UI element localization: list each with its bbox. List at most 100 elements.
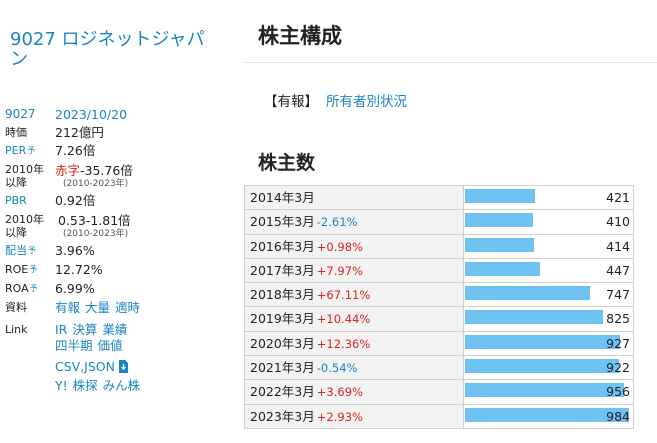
docs-label: 資料 xyxy=(5,301,27,314)
roe-label: ROE予 xyxy=(5,263,38,276)
link-timely-disclosure[interactable]: 適時 xyxy=(115,300,141,315)
change-label: +12.36% xyxy=(316,336,371,351)
page-title: 株主構成 xyxy=(258,24,342,48)
change-label: +2.93% xyxy=(316,409,363,424)
value-label: 747 xyxy=(606,287,630,303)
date-value: 2023/10/20 xyxy=(55,107,128,122)
change-label: +0.98% xyxy=(316,239,363,254)
links-row-4: Y! 株探 みん株 xyxy=(55,378,145,393)
docs-links: 有報 大量 適時 xyxy=(55,300,145,315)
market-cap-value: 212億円 xyxy=(55,125,104,140)
value-cell: 410 xyxy=(465,210,633,233)
period-cell: 2022年3月 +3.69% xyxy=(245,380,464,404)
value-label: 447 xyxy=(606,262,630,278)
link-value[interactable]: 価値 xyxy=(97,338,123,353)
value-label: 922 xyxy=(606,360,630,376)
stock-code[interactable]: 9027 xyxy=(5,107,36,121)
period-label: 2014年3月 xyxy=(250,190,315,205)
links-row-2: 四半期 価値 xyxy=(55,338,128,353)
value-cell: 927 xyxy=(465,332,633,355)
link-minkabu[interactable]: みん株 xyxy=(102,378,141,393)
shareholder-bar xyxy=(465,261,540,276)
period-cell: 2020年3月 +12.36% xyxy=(245,331,464,356)
forecast-mark: 予 xyxy=(28,246,36,255)
change-label: +67.11% xyxy=(316,288,371,303)
sidebar: 9027 ロジネットジャパン 9027 2023/10/20 時価 212億円 … xyxy=(0,0,230,443)
shareholder-bar xyxy=(465,286,590,301)
change-label: +10.44% xyxy=(316,312,371,327)
period-cell: 2017年3月 +7.97% xyxy=(245,258,464,283)
links-row-1: IR 決算 業績 xyxy=(55,322,132,337)
value-cell: 984 xyxy=(465,405,633,428)
link-kabutan[interactable]: 株探 xyxy=(72,378,98,393)
shareholder-bar xyxy=(465,189,536,203)
per-value: 7.26倍 xyxy=(55,143,96,158)
download-icon[interactable] xyxy=(118,360,129,376)
table-row: 2020年3月 +12.36% 927 xyxy=(245,331,633,357)
shareholder-bar xyxy=(465,310,603,325)
forecast-mark: 予 xyxy=(29,265,38,274)
link-large-holdings[interactable]: 大量 xyxy=(85,300,111,315)
shareholder-bar xyxy=(465,237,534,252)
period-cell: 2015年3月 -2.61% xyxy=(245,210,464,234)
link-ir[interactable]: IR xyxy=(55,322,68,337)
per-range-value: 赤字-35.76倍 xyxy=(55,163,133,178)
shareholder-bar xyxy=(465,213,534,228)
section-title: 株主数 xyxy=(258,152,316,174)
period-label: 2021年3月 xyxy=(250,360,315,376)
shareholder-bar xyxy=(465,383,625,398)
link-yahoo[interactable]: Y! xyxy=(55,378,68,393)
table-row: 2016年3月 +0.98% 414 xyxy=(245,234,633,259)
per-label[interactable]: PER予 xyxy=(5,144,36,157)
main-content: 株主構成 【有報】 所有者別状況 株主数 2014年3月 421 2015年3月 -2.… xyxy=(244,0,657,443)
pbr-value: 0.92倍 xyxy=(55,193,96,208)
change-label: -0.54% xyxy=(316,361,358,376)
link-csv-json[interactable]: CSV,JSON xyxy=(55,359,115,374)
table-row: 2019年3月 +10.44% 825 xyxy=(245,307,633,332)
value-cell: 747 xyxy=(465,283,633,306)
period-label: 2023年3月 xyxy=(250,408,315,424)
change-label: +7.97% xyxy=(316,263,363,278)
period-label: 2018年3月 xyxy=(250,287,315,303)
value-label: 414 xyxy=(606,238,630,254)
divider xyxy=(244,62,657,63)
link-earnings[interactable]: 決算 xyxy=(72,322,98,337)
value-label: 956 xyxy=(606,384,630,400)
table-row: 2021年3月 -0.54% 922 xyxy=(245,356,633,381)
dividend-value: 3.96% xyxy=(55,243,95,258)
links-row-3: CSV,JSON xyxy=(55,359,129,376)
period-label: 2019年3月 xyxy=(250,311,315,327)
change-label: -2.61% xyxy=(316,215,358,230)
value-cell: 447 xyxy=(465,259,633,282)
value-cell: 825 xyxy=(465,307,633,330)
dividend-label[interactable]: 配当予 xyxy=(5,244,36,257)
table-row: 2015年3月 -2.61% 410 xyxy=(245,210,633,235)
link-yuho[interactable]: 有報 xyxy=(55,300,81,315)
table-row: 2017年3月 +7.97% 447 xyxy=(245,258,633,284)
ownership-status-link[interactable]: 所有者別状況 xyxy=(326,94,407,110)
value-cell: 414 xyxy=(465,235,633,258)
period-label: 2022年3月 xyxy=(250,384,315,400)
value-label: 410 xyxy=(606,214,630,230)
period-cell: 2019年3月 +10.44% xyxy=(245,307,464,331)
period-label: 2020年3月 xyxy=(250,335,315,351)
pbr-range-value: 0.53-1.81倍 xyxy=(58,213,131,228)
period-label: 2016年3月 xyxy=(250,238,315,254)
market-cap-label: 時価 xyxy=(5,126,27,139)
link-performance[interactable]: 業績 xyxy=(102,322,128,337)
value-label: 825 xyxy=(606,311,630,327)
period-label: 2017年3月 xyxy=(250,262,315,278)
table-row: 2022年3月 +3.69% 956 xyxy=(245,380,633,405)
roa-label: ROA予 xyxy=(5,282,38,295)
shareholder-table: 2014年3月 421 2015年3月 -2.61% 410 2016年3月 +0.98% 4… xyxy=(244,185,634,429)
value-label: 421 xyxy=(606,190,630,205)
company-title[interactable]: 9027 ロジネットジャパン xyxy=(10,29,205,70)
link-quarterly[interactable]: 四半期 xyxy=(55,338,93,353)
yuho-row: 【有報】 所有者別状況 xyxy=(264,90,407,110)
value-cell: 421 xyxy=(465,186,633,209)
pbr-label[interactable]: PBR xyxy=(5,194,27,207)
value-cell: 956 xyxy=(465,380,633,403)
table-row: 2014年3月 421 xyxy=(245,186,633,211)
shareholder-bar xyxy=(465,334,620,349)
per-range-period: (2010-2023年) xyxy=(63,179,129,189)
